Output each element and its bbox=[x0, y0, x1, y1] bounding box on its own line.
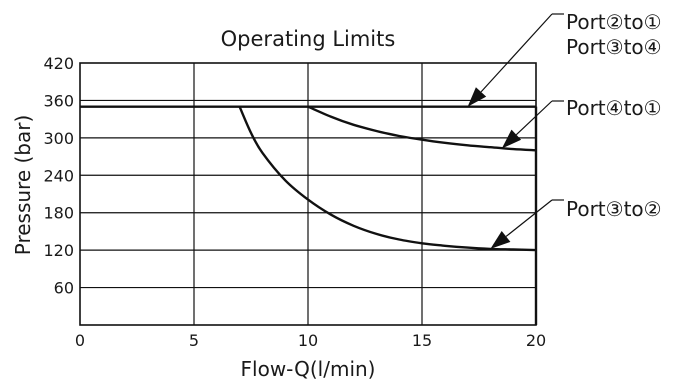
annotation-label-1-1: Port②to① bbox=[566, 10, 662, 34]
annotation-arrowhead-3 bbox=[490, 231, 511, 249]
annotation-label-3-1: Port③to② bbox=[566, 197, 662, 221]
grid-layer bbox=[79, 62, 537, 326]
y-tick-label-60: 60 bbox=[54, 279, 74, 298]
annotation-leader-1 bbox=[480, 13, 553, 93]
chart-title: Operating Limits bbox=[221, 27, 396, 51]
series-layer bbox=[80, 105, 538, 325]
y-tick-label-420: 420 bbox=[43, 54, 74, 73]
y-tick-label-240: 240 bbox=[43, 166, 74, 185]
annotation-leader-2 bbox=[515, 100, 553, 136]
y-tick-label-180: 180 bbox=[43, 204, 74, 223]
y-tick-label-300: 300 bbox=[43, 129, 74, 148]
y-tick-label-120: 120 bbox=[43, 241, 74, 260]
x-axis-label: Flow-Q(l/min) bbox=[241, 357, 376, 381]
annotation-label-1-2: Port③to④ bbox=[566, 35, 662, 59]
annotation-arrowhead-2 bbox=[501, 129, 522, 149]
x-tick-label-15: 15 bbox=[412, 331, 432, 350]
y-tick-label-360: 360 bbox=[43, 91, 74, 110]
x-tick-label-0: 0 bbox=[75, 331, 85, 350]
tick-label-layer: 60 120 180 240 300 360 420 0 5 10 15 20 bbox=[43, 54, 546, 350]
x-tick-label-5: 5 bbox=[189, 331, 199, 350]
annotation-leader-3 bbox=[505, 199, 553, 237]
y-axis-label: Pressure (bar) bbox=[11, 115, 35, 256]
x-tick-label-20: 20 bbox=[526, 331, 546, 350]
annotation-label-2-1: Port④to① bbox=[566, 96, 662, 120]
annotation-arrowhead-1 bbox=[467, 87, 487, 107]
series-line-3 bbox=[238, 106, 537, 252]
x-tick-label-10: 10 bbox=[298, 331, 318, 350]
series-line-2 bbox=[307, 105, 537, 152]
